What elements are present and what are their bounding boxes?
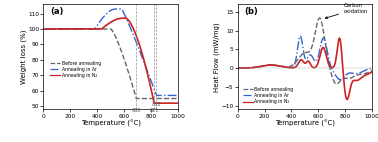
Text: Carbon
oxidation: Carbon oxidation — [325, 3, 369, 19]
Text: 821: 821 — [149, 108, 159, 113]
Y-axis label: Weight loss (%): Weight loss (%) — [20, 30, 27, 84]
Text: (b): (b) — [244, 7, 258, 16]
Legend: Before annealing, Annealing in Ar, Annealing in N₂: Before annealing, Annealing in Ar, Annea… — [48, 59, 103, 80]
Text: (a): (a) — [50, 7, 64, 16]
X-axis label: Temperature (°C): Temperature (°C) — [81, 120, 141, 127]
Legend: Before annealing, Annealing in Ar, Annealing in N₂: Before annealing, Annealing in Ar, Annea… — [241, 85, 296, 106]
Y-axis label: Heat Flow (mW/mg): Heat Flow (mW/mg) — [213, 22, 220, 92]
Text: 688: 688 — [132, 108, 141, 113]
Text: 838: 838 — [152, 102, 161, 107]
X-axis label: Temperature (°C): Temperature (°C) — [275, 120, 335, 127]
